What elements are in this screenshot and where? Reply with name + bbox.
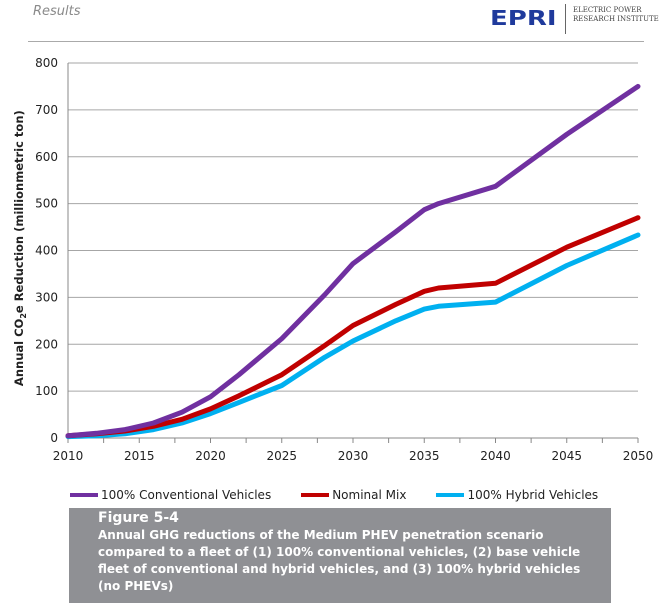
section-title: Results bbox=[33, 4, 81, 19]
y-tick-label: 500 bbox=[35, 197, 58, 211]
x-tick-label: 2035 bbox=[409, 449, 440, 463]
y-tick-label: 400 bbox=[35, 244, 58, 258]
x-tick-label: 2045 bbox=[551, 449, 582, 463]
y-tick-label: 100 bbox=[35, 384, 58, 398]
series-line-100-conventional-vehicles bbox=[65, 83, 641, 439]
x-tick-label: 2050 bbox=[623, 449, 654, 463]
y-tick-label: 800 bbox=[35, 56, 58, 70]
caption-text: Annual GHG reductions of the Medium PHEV… bbox=[98, 528, 581, 593]
y-tick-label: 200 bbox=[35, 337, 58, 351]
logo-text: ELECTRIC POWER RESEARCH INSTITUTE bbox=[573, 6, 659, 23]
x-tick-label: 2020 bbox=[195, 449, 226, 463]
caption-title: Figure 5-4 bbox=[98, 510, 179, 526]
x-tick-label: 2015 bbox=[124, 449, 155, 463]
legend-swatch bbox=[301, 493, 330, 497]
header-rule bbox=[28, 41, 644, 42]
y-tick-label: 600 bbox=[35, 150, 58, 164]
legend-item-nominal: Nominal Mix bbox=[301, 488, 406, 502]
legend-item-hybrid: 100% Hybrid Vehicles bbox=[436, 488, 598, 502]
y-tick-label: 300 bbox=[35, 290, 58, 304]
x-tick-label: 2040 bbox=[480, 449, 511, 463]
x-tick-label: 2030 bbox=[338, 449, 369, 463]
x-tick-label: 2010 bbox=[53, 449, 84, 463]
series-line-100-hybrid-vehicles bbox=[65, 232, 641, 440]
y-axis-label: Annual CO2e Reduction (millionmetric ton… bbox=[11, 110, 29, 387]
legend: 100% Conventional Vehicles Nominal Mix 1… bbox=[70, 488, 628, 502]
y-tick-label: 0 bbox=[50, 431, 58, 445]
legend-swatch bbox=[436, 493, 465, 497]
x-tick-label: 2025 bbox=[266, 449, 297, 463]
figure-caption: Figure 5-4 Annual GHG reductions of the … bbox=[69, 508, 611, 603]
legend-swatch bbox=[70, 493, 98, 497]
y-tick-label: 700 bbox=[35, 103, 58, 117]
logo-mark: EPRI bbox=[490, 6, 557, 30]
epri-logo: EPRI ELECTRIC POWER RESEARCH INSTITUTE bbox=[490, 4, 659, 34]
logo-divider bbox=[565, 4, 566, 34]
legend-item-conventional: 100% Conventional Vehicles bbox=[70, 488, 271, 502]
